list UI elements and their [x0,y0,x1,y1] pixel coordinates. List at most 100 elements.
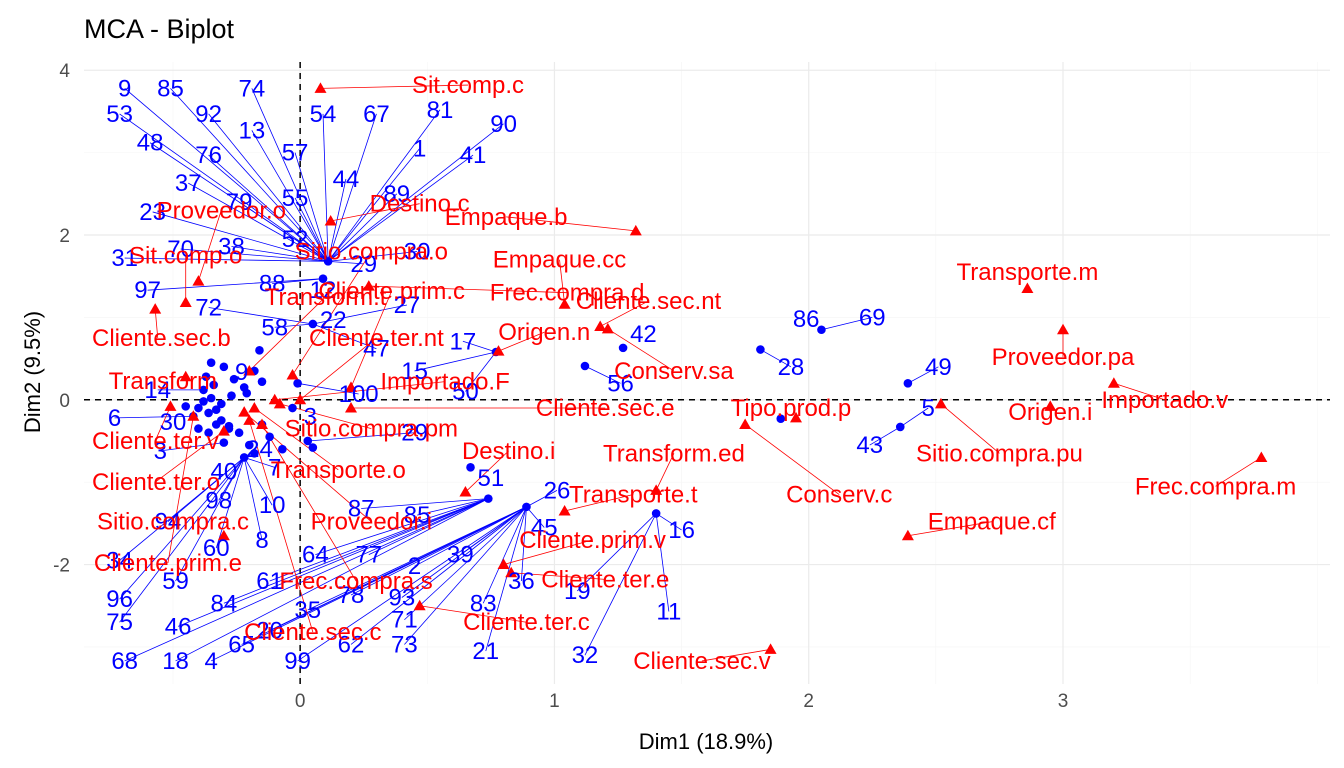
x-axis-ticks: 0 1 2 3 [295,691,1068,712]
individual-point [250,449,259,458]
individual-connector [274,323,313,328]
variable-point [497,558,510,570]
individual-connector [294,238,329,262]
individual-connector [526,506,545,528]
individual-point [227,391,236,400]
individual-connector [215,457,245,549]
individual-point [199,385,208,395]
variable-point [314,82,327,93]
variable-label: Cliente.ter.nt [309,325,444,352]
individual-connector [655,513,682,531]
variable-label: Cliente.sec.c [244,619,381,646]
variable-connector [559,259,565,305]
individual-connector [465,351,497,392]
individual-connector [119,457,245,600]
variable-label: Sit.comp.c [412,72,524,99]
variable-point [243,364,256,376]
variable-connector [254,407,339,471]
individual-connector [210,506,527,662]
individual-label: 53 [106,101,133,128]
individual-connector [170,88,329,262]
individual-point [201,372,211,382]
individual-connector [243,457,263,540]
individual-connector [269,498,489,582]
variable-point [362,280,375,291]
variable-label: Origen.n [498,319,590,346]
variable-point [345,381,357,392]
variable-connector [299,337,377,401]
individual-label: 15 [401,358,428,385]
individual-connector [272,278,324,285]
variable-label: Sitio.compra.pu [916,440,1083,467]
variable-point [1057,323,1069,335]
variable-label: Empaque.cc [493,247,626,274]
variable-point [187,410,200,421]
individual-point [278,444,287,454]
individual-label: 54 [310,101,337,128]
y-tick-label: 4 [59,61,70,82]
individual-label: 36 [508,568,535,595]
individual-label: 17 [450,328,477,355]
individual-label: 9 [118,75,131,102]
individual-label: 39 [447,542,474,569]
individual-label: 12 [310,277,337,304]
individual-label: 71 [391,607,418,634]
y-tick-label: -2 [53,556,70,577]
individual-point [199,397,208,406]
individual-point [194,424,203,433]
individual-point [776,414,786,424]
individual-label: 29 [350,251,377,278]
individual-label: 52 [282,226,309,253]
individual-label: 20 [256,617,283,644]
individual-label: 9 [235,359,248,386]
individual-point [484,494,493,503]
individual-point [209,380,218,390]
individual-label: 30 [404,238,431,265]
individual-label: 22 [320,307,347,334]
individual-label: 75 [106,609,133,636]
individual-point [303,436,313,446]
y-axis-ticks: -2 0 2 4 [53,61,70,576]
individual-label: 99 [284,648,311,675]
individual-connector [147,278,324,291]
individual-point [323,257,333,266]
variable-point [179,370,192,382]
variable-connector [248,420,314,633]
individual-connector [322,113,329,262]
x-tick-label: 0 [295,691,306,712]
individual-connector [869,426,901,446]
individual-connector [312,304,408,325]
data-points [149,82,1268,654]
variable-label: Tipo.prod.p [731,395,852,422]
variable-point [790,411,802,423]
individual-label: 49 [925,354,952,381]
variable-label: Cliente.sec.e [536,395,675,422]
variable-point [286,369,299,380]
individual-label: 28 [778,354,805,381]
variable-point [558,298,571,309]
individual-connector [177,498,489,627]
individual-point [903,378,913,388]
individual-connector [414,506,527,567]
individual-point [239,453,249,462]
variable-point [217,529,230,541]
variable-connector [600,300,649,327]
individual-point [206,393,216,403]
reference-lines [84,62,1330,684]
variable-label: Sit.comp.o [129,243,242,270]
variable-connector [249,296,326,372]
variable-point [248,402,261,413]
individual-connector [297,506,527,662]
individual-label: 30 [160,409,187,436]
individual-point [242,388,252,398]
variable-point [294,393,307,405]
individual-connector [482,506,527,604]
individual-label: 81 [427,97,454,124]
individual-label: 18 [162,648,189,675]
individual-label: 19 [564,578,591,605]
individual-connector [251,130,329,262]
variable-connector [465,450,509,493]
individual-connector [350,506,527,645]
individual-label: 7 [268,454,281,481]
